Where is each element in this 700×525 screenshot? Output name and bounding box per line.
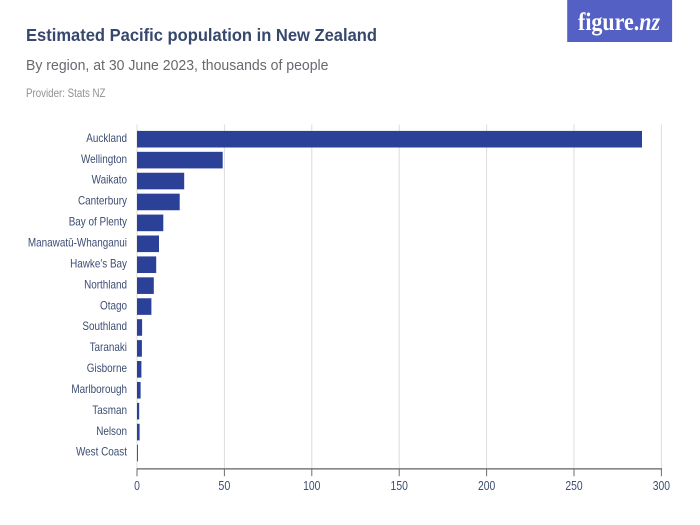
svg-text:100: 100 <box>303 479 320 493</box>
svg-text:Provider: Stats NZ: Provider: Stats NZ <box>26 87 106 100</box>
svg-text:figure.nz: figure.nz <box>578 9 660 36</box>
svg-text:Taranaki: Taranaki <box>90 340 127 354</box>
svg-text:50: 50 <box>218 479 230 493</box>
svg-text:300: 300 <box>653 479 670 493</box>
svg-text:Bay of Plenty: Bay of Plenty <box>69 215 127 229</box>
svg-text:Nelson: Nelson <box>96 424 127 438</box>
svg-text:150: 150 <box>391 479 408 493</box>
svg-text:Southland: Southland <box>82 319 127 333</box>
svg-text:0: 0 <box>134 479 140 493</box>
svg-text:250: 250 <box>565 479 582 493</box>
svg-text:West Coast: West Coast <box>76 445 128 459</box>
svg-text:Tasman: Tasman <box>92 403 127 417</box>
svg-text:Manawatū-Whanganui: Manawatū-Whanganui <box>28 236 127 250</box>
svg-text:Auckland: Auckland <box>86 131 127 145</box>
svg-text:Gisborne: Gisborne <box>87 361 127 375</box>
svg-text:Otago: Otago <box>100 298 127 312</box>
svg-text:Canterbury: Canterbury <box>78 194 127 208</box>
svg-text:Estimated Pacific population i: Estimated Pacific population in New Zeal… <box>26 25 377 45</box>
svg-text:200: 200 <box>478 479 495 493</box>
svg-text:Northland: Northland <box>84 277 127 291</box>
svg-text:Wellington: Wellington <box>81 152 127 166</box>
svg-text:Waikato: Waikato <box>92 173 128 187</box>
svg-text:Hawke's Bay: Hawke's Bay <box>70 256 127 270</box>
svg-text:Marlborough: Marlborough <box>71 382 127 396</box>
svg-text:By region, at 30 June 2023, th: By region, at 30 June 2023, thousands of… <box>26 58 329 74</box>
